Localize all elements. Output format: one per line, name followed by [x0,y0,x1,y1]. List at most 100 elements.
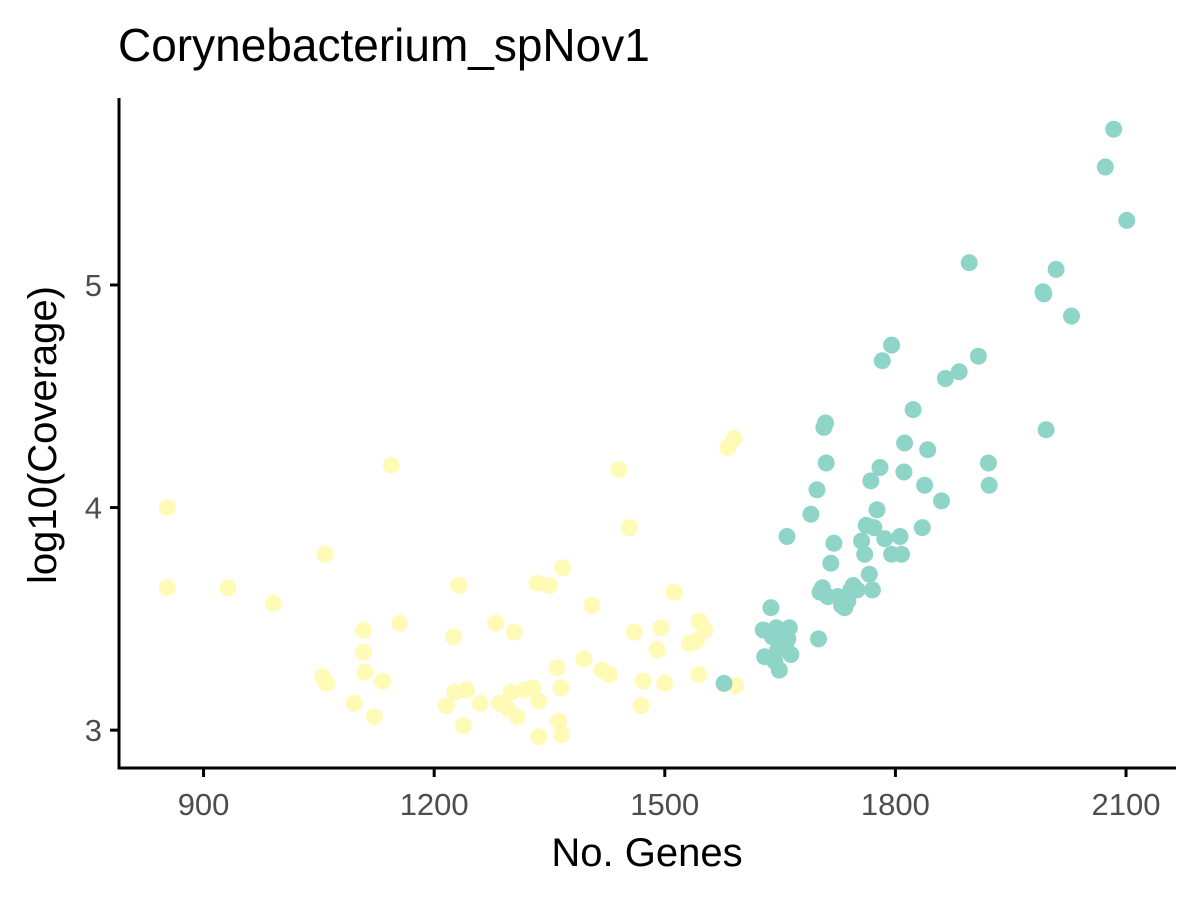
data-point [933,492,950,510]
x-tick-label: 1200 [400,787,469,822]
data-point [891,528,909,545]
data-point [391,614,409,632]
points-layer [158,120,1136,746]
data-point [610,461,628,479]
y-axis-label: log10(Coverage) [21,286,65,584]
data-point [848,581,866,599]
data-point [625,623,643,641]
data-point [868,501,886,519]
data-point [505,623,523,641]
x-tick-label: 1500 [630,787,699,822]
data-point [980,476,998,494]
data-point [817,414,834,432]
data-point [808,481,826,499]
data-point [778,528,796,545]
data-point [471,694,489,712]
data-point [960,254,978,272]
data-point [893,545,911,563]
x-axis-label: No. Genes [551,831,742,875]
data-point [860,565,878,583]
data-point [1037,421,1055,439]
data-point [620,519,638,537]
data-point [825,534,843,552]
data-point [318,674,336,692]
data-point [530,728,548,746]
data-point [648,641,666,659]
data-point [1035,285,1053,303]
data-point [652,619,670,637]
data-point [1096,158,1114,176]
x-tick-label: 900 [178,787,230,822]
data-point [458,681,475,699]
data-point [865,519,883,537]
data-point [715,674,733,692]
data-point [656,674,674,692]
data-point [583,597,601,614]
y-tick-label: 5 [85,268,102,303]
data-point [696,621,714,639]
data-point [896,434,914,452]
data-point [810,630,827,648]
data-point [316,545,334,563]
x-ticks: 900 1200 1500 1800 2100 [178,768,1161,822]
data-point [904,401,922,419]
data-point [876,530,894,548]
data-point [552,679,570,697]
data-point [1118,211,1136,229]
data-point [524,679,542,697]
data-point [883,336,901,354]
data-point [1063,307,1080,325]
data-point [950,363,968,381]
data-point [530,692,548,710]
data-point [871,459,889,476]
data-point [979,454,997,472]
data-point [444,628,462,646]
x-tick-label: 2100 [1092,787,1161,822]
data-point [895,463,913,481]
data-point [374,672,392,690]
data-point [1047,260,1065,278]
data-point [508,708,526,726]
data-point [541,577,558,594]
data-point [873,352,891,370]
data-point [919,441,937,459]
data-point [725,430,743,448]
data-point [632,697,650,715]
data-point [853,532,871,550]
data-point [487,614,505,632]
data-point [158,499,176,517]
data-point [454,717,472,735]
x-tick-label: 1800 [861,787,930,822]
data-point [502,683,520,701]
data-point [862,472,880,490]
data-point [355,621,372,639]
chart-title: Corynebacterium_spNov1 [118,19,650,71]
data-point [690,666,708,683]
data-point [355,643,372,661]
data-point [554,559,572,577]
data-point [1105,120,1123,138]
y-ticks: 3 4 5 [85,268,119,748]
data-point [345,694,363,712]
data-point [856,545,874,563]
data-point [780,619,798,637]
data-point [158,579,176,597]
data-point [863,581,881,599]
data-point [438,697,455,715]
data-point [802,505,820,523]
data-point [634,672,652,690]
data-point [916,476,934,494]
data-point [913,519,931,537]
data-point [782,646,800,663]
data-point [936,370,954,387]
data-point [553,726,571,744]
data-point [550,712,568,730]
data-point [265,594,282,612]
data-point [575,650,593,668]
data-point [817,454,835,472]
data-point [665,583,683,601]
data-point [600,666,618,683]
data-point [450,577,468,594]
